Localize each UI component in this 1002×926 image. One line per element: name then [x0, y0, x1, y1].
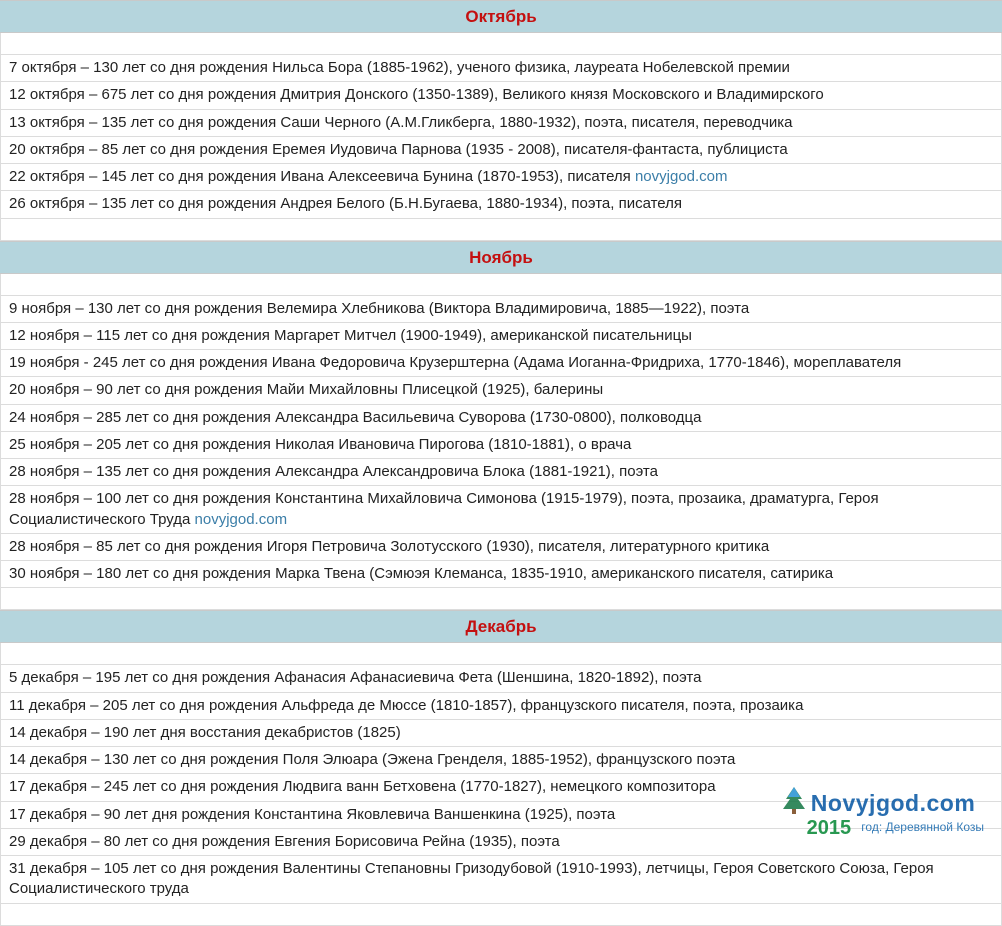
entry-text: 11 декабря – 205 лет со дня рождения Аль…: [9, 697, 803, 714]
calendar-entry: 5 декабря – 195 лет со дня рождения Афан…: [1, 665, 1001, 692]
spacer-row: [0, 904, 1002, 926]
calendar-entry: 28 ноября – 100 лет со дня рождения Конс…: [1, 486, 1001, 534]
entries-list: 7 октября – 130 лет со дня рождения Ниль…: [0, 55, 1002, 219]
entry-text: 30 ноября – 180 лет со дня рождения Марк…: [9, 565, 833, 582]
entry-text: 28 ноября – 100 лет со дня рождения Конс…: [9, 490, 879, 527]
entry-text: 7 октября – 130 лет со дня рождения Ниль…: [9, 59, 790, 76]
entry-text: 17 декабря – 90 лет дня рождения Констан…: [9, 806, 615, 823]
spacer-row: [0, 33, 1002, 55]
entry-text: 28 ноября – 135 лет со дня рождения Алек…: [9, 463, 658, 480]
spacer-row: [0, 219, 1002, 241]
entry-text: 29 декабря – 80 лет со дня рождения Евге…: [9, 833, 560, 850]
entry-text: 26 октября – 135 лет со дня рождения Анд…: [9, 195, 682, 212]
entry-text: 17 декабря – 245 лет со дня рождения Люд…: [9, 778, 716, 795]
spacer-row: [0, 274, 1002, 296]
entry-text: 9 ноября – 130 лет со дня рождения Велем…: [9, 300, 749, 317]
entry-text: 20 октября – 85 лет со дня рождения Ерем…: [9, 141, 788, 158]
calendar-entry: 9 ноября – 130 лет со дня рождения Велем…: [1, 296, 1001, 323]
calendar-entry: 31 декабря – 105 лет со дня рождения Вал…: [1, 856, 1001, 904]
entry-text: 14 декабря – 190 лет дня восстания декаб…: [9, 724, 401, 741]
calendar-entry: 17 декабря – 90 лет дня рождения Констан…: [1, 802, 1001, 829]
calendar-entry: 26 октября – 135 лет со дня рождения Анд…: [1, 191, 1001, 218]
calendar-entry: 14 декабря – 190 лет дня восстания декаб…: [1, 720, 1001, 747]
month-section: Октябрь 7 октября – 130 лет со дня рожден…: [0, 0, 1002, 241]
calendar-entry: 11 декабря – 205 лет со дня рождения Аль…: [1, 693, 1001, 720]
month-header: Ноябрь: [0, 241, 1002, 274]
calendar-entry: 7 октября – 130 лет со дня рождения Ниль…: [1, 55, 1001, 82]
entry-text: 24 ноября – 285 лет со дня рождения Алек…: [9, 409, 701, 426]
entry-text: 25 ноября – 205 лет со дня рождения Нико…: [9, 436, 631, 453]
entry-link[interactable]: novyjgod.com: [635, 168, 728, 185]
calendar-entry: 12 октября – 675 лет со дня рождения Дми…: [1, 82, 1001, 109]
entry-link[interactable]: novyjgod.com: [195, 511, 288, 528]
calendar-entry: 25 ноября – 205 лет со дня рождения Нико…: [1, 432, 1001, 459]
calendar-entry: 20 октября – 85 лет со дня рождения Ерем…: [1, 137, 1001, 164]
month-section: Ноябрь 9 ноября – 130 лет со дня рождения…: [0, 241, 1002, 611]
month-section: Декабрь 5 декабря – 195 лет со дня рожден…: [0, 610, 1002, 925]
entry-text: 31 декабря – 105 лет со дня рождения Вал…: [9, 860, 934, 897]
calendar-entry: 12 ноября – 115 лет со дня рождения Марг…: [1, 323, 1001, 350]
entry-text: 20 ноября – 90 лет со дня рождения Майи …: [9, 381, 603, 398]
entry-text: 12 октября – 675 лет со дня рождения Дми…: [9, 86, 824, 103]
entry-text: 22 октября – 145 лет со дня рождения Ива…: [9, 168, 635, 185]
calendar-entry: 29 декабря – 80 лет со дня рождения Евге…: [1, 829, 1001, 856]
calendar-entry: 28 ноября – 85 лет со дня рождения Игоря…: [1, 534, 1001, 561]
calendar-entry: 14 декабря – 130 лет со дня рождения Пол…: [1, 747, 1001, 774]
calendar-entry: 20 ноября – 90 лет со дня рождения Майи …: [1, 377, 1001, 404]
entry-text: 13 октября – 135 лет со дня рождения Саш…: [9, 114, 793, 131]
entry-text: 19 ноября - 245 лет со дня рождения Иван…: [9, 354, 901, 371]
entry-text: 28 ноября – 85 лет со дня рождения Игоря…: [9, 538, 769, 555]
calendar-entry: 24 ноября – 285 лет со дня рождения Алек…: [1, 405, 1001, 432]
entry-text: 5 декабря – 195 лет со дня рождения Афан…: [9, 669, 701, 686]
month-header: Декабрь: [0, 610, 1002, 643]
entry-text: 14 декабря – 130 лет со дня рождения Пол…: [9, 751, 735, 768]
spacer-row: [0, 588, 1002, 610]
calendar-entry: 17 декабря – 245 лет со дня рождения Люд…: [1, 774, 1001, 801]
calendar-entry: 30 ноября – 180 лет со дня рождения Марк…: [1, 561, 1001, 588]
calendar-entry: 13 октября – 135 лет со дня рождения Саш…: [1, 110, 1001, 137]
calendar-entry: 19 ноября - 245 лет со дня рождения Иван…: [1, 350, 1001, 377]
entries-list: 9 ноября – 130 лет со дня рождения Велем…: [0, 296, 1002, 589]
entry-text: 12 ноября – 115 лет со дня рождения Марг…: [9, 327, 692, 344]
calendar-entry: 22 октября – 145 лет со дня рождения Ива…: [1, 164, 1001, 191]
spacer-row: [0, 643, 1002, 665]
calendar-entry: 28 ноября – 135 лет со дня рождения Алек…: [1, 459, 1001, 486]
month-header: Октябрь: [0, 0, 1002, 33]
